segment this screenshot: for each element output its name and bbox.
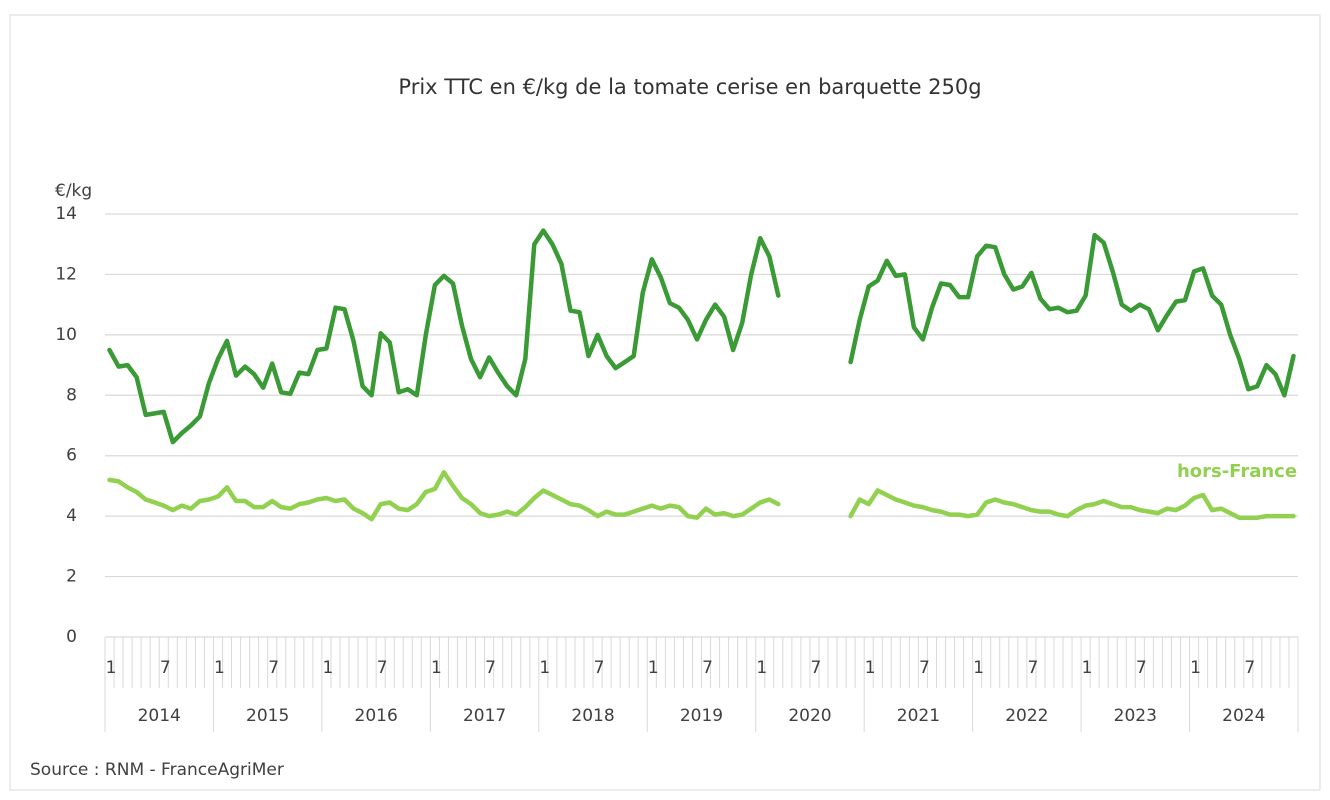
y-axis-label: €/kg bbox=[55, 181, 92, 201]
year-label: 2016 bbox=[355, 706, 398, 726]
source: Source : RNM - FranceAgriMer bbox=[30, 760, 284, 780]
y-tick-label: 8 bbox=[66, 385, 77, 405]
chart-title: Prix TTC en €/kg de la tomate cerise en … bbox=[398, 75, 981, 99]
series-line bbox=[107, 470, 1296, 522]
x-tick-label: 7 bbox=[594, 658, 605, 678]
series-line bbox=[107, 228, 1296, 445]
y-tick-label: 0 bbox=[66, 627, 77, 647]
y-tick-label: 2 bbox=[66, 567, 77, 587]
x-tick-label: 7 bbox=[485, 658, 496, 678]
x-tick-label: 1 bbox=[648, 658, 659, 678]
x-tick-label: 1 bbox=[1082, 658, 1093, 678]
year-label: 2018 bbox=[571, 706, 614, 726]
y-tick-label: 14 bbox=[55, 204, 77, 224]
x-tick-label: 7 bbox=[160, 658, 171, 678]
x-tick-label: 1 bbox=[865, 658, 876, 678]
x-tick-label: 1 bbox=[106, 658, 117, 678]
x-tick-label: 7 bbox=[1136, 658, 1147, 678]
year-label: 2022 bbox=[1005, 706, 1048, 726]
year-label: 2019 bbox=[680, 706, 723, 726]
year-label: 2020 bbox=[788, 706, 831, 726]
year-label: 2021 bbox=[897, 706, 940, 726]
x-tick-label: 1 bbox=[1190, 658, 1201, 678]
x-tick-label: 7 bbox=[702, 658, 713, 678]
x-tick-label: 7 bbox=[377, 658, 388, 678]
x-tick-label: 1 bbox=[322, 658, 333, 678]
series-label: hors-France bbox=[1177, 461, 1297, 482]
x-tick-label: 1 bbox=[431, 658, 442, 678]
x-tick-label: 7 bbox=[811, 658, 822, 678]
y-tick-label: 6 bbox=[66, 446, 77, 466]
x-tick-label: 7 bbox=[1027, 658, 1038, 678]
y-tick-label: 4 bbox=[66, 506, 77, 526]
year-label: 2015 bbox=[246, 706, 289, 726]
year-label: 2023 bbox=[1114, 706, 1157, 726]
x-tick-label: 1 bbox=[973, 658, 984, 678]
x-tick-label: 7 bbox=[919, 658, 930, 678]
x-tick-label: 1 bbox=[214, 658, 225, 678]
year-label: 2024 bbox=[1222, 706, 1265, 726]
x-tick-label: 7 bbox=[1244, 658, 1255, 678]
y-tick-label: 12 bbox=[55, 264, 77, 284]
year-label: 2017 bbox=[463, 706, 506, 726]
x-tick-label: 1 bbox=[539, 658, 550, 678]
y-tick-label: 10 bbox=[55, 325, 77, 345]
x-tick-label: 7 bbox=[268, 658, 279, 678]
year-label: 2014 bbox=[138, 706, 181, 726]
x-tick-label: 1 bbox=[756, 658, 767, 678]
